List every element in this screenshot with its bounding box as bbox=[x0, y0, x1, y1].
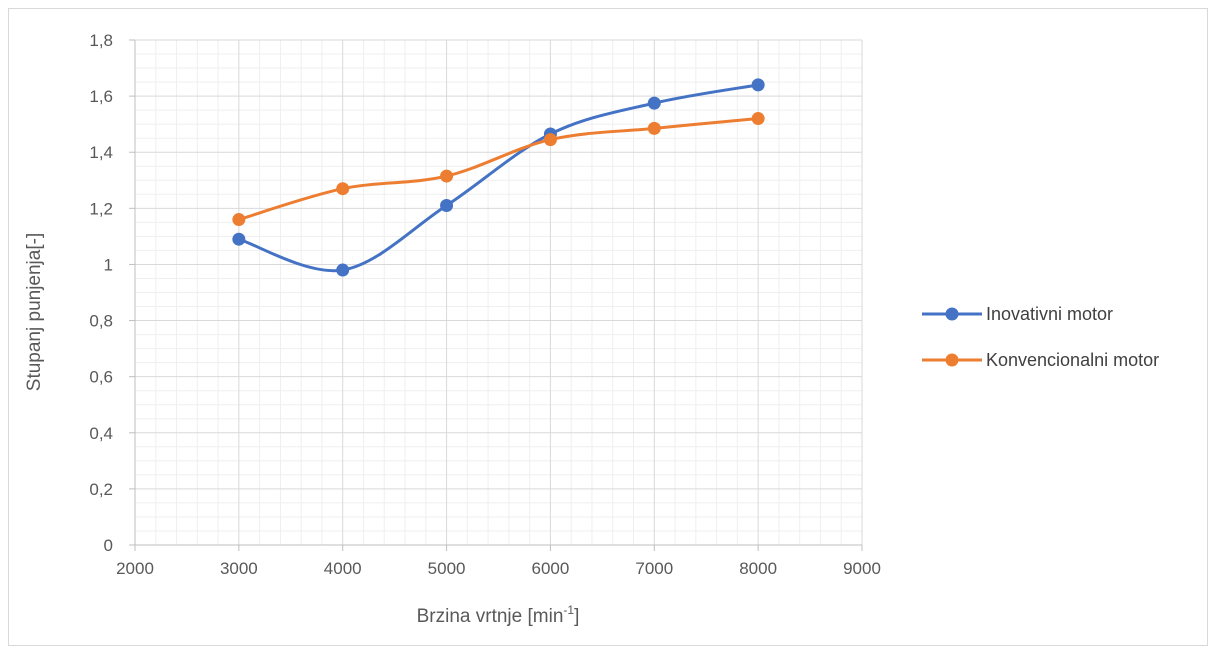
x-tick-label: 7000 bbox=[635, 559, 673, 578]
x-axis-title-end: ] bbox=[574, 606, 579, 627]
series-points bbox=[232, 78, 765, 277]
series-line-inovativni-motor bbox=[237, 83, 760, 273]
y-tick-label: 1,6 bbox=[89, 87, 113, 106]
y-tick-label: 1 bbox=[104, 255, 113, 274]
data-point-konvencionalni-motor bbox=[440, 169, 454, 183]
minor-grid bbox=[135, 40, 862, 545]
data-point-konvencionalni-motor bbox=[647, 121, 661, 135]
x-axis-title-sup: -1 bbox=[563, 603, 574, 617]
data-point-inovativni-motor bbox=[751, 78, 765, 92]
data-point-konvencionalni-motor bbox=[543, 133, 557, 147]
legend: Inovativni motor Konvencionalni motor bbox=[922, 304, 1159, 370]
y-tick-label: 0,2 bbox=[89, 480, 113, 499]
legend-swatch-marker-inovativni-motor bbox=[945, 307, 959, 321]
x-axis-title-main: Brzina vrtnje [min bbox=[417, 606, 564, 627]
data-point-konvencionalni-motor bbox=[751, 112, 765, 126]
x-tick-label: 3000 bbox=[220, 559, 258, 578]
y-tick-label: 0 bbox=[104, 536, 113, 555]
y-tick-label: 0,4 bbox=[89, 424, 113, 443]
x-tick-labels: 2000 3000 4000 5000 6000 7000 8000 9000 bbox=[116, 559, 881, 578]
series-lines bbox=[237, 83, 760, 273]
x-tick-label: 5000 bbox=[428, 559, 466, 578]
x-tick-label: 2000 bbox=[116, 559, 154, 578]
y-tick-labels: 0 0,2 0,4 0,6 0,8 1 1,2 1,4 1,6 1,8 bbox=[89, 31, 113, 555]
y-tick-label: 0,8 bbox=[89, 312, 113, 331]
data-point-inovativni-motor bbox=[232, 232, 246, 246]
x-axis-title: Brzina vrtnje [min-1] bbox=[417, 603, 580, 627]
y-tick-label: 1,8 bbox=[89, 31, 113, 50]
series-line-konvencionalni-motor bbox=[237, 117, 760, 222]
legend-swatch-marker-konvencionalni-motor bbox=[945, 353, 959, 367]
data-point-inovativni-motor bbox=[440, 199, 454, 213]
chart-frame bbox=[8, 8, 1208, 646]
data-point-konvencionalni-motor bbox=[232, 213, 246, 227]
y-axis-title: Stupanj punjenja[-] bbox=[24, 233, 45, 391]
x-tick-label: 9000 bbox=[843, 559, 881, 578]
y-tick-label: 1,4 bbox=[89, 143, 113, 162]
y-tick-label: 1,2 bbox=[89, 199, 113, 218]
legend-label-konvencionalni-motor: Konvencionalni motor bbox=[986, 350, 1159, 370]
data-point-inovativni-motor bbox=[647, 96, 661, 110]
data-point-inovativni-motor bbox=[336, 263, 350, 277]
x-tick-label: 8000 bbox=[739, 559, 777, 578]
y-tick-label: 0,6 bbox=[89, 368, 113, 387]
legend-label-inovativni-motor: Inovativni motor bbox=[986, 304, 1113, 324]
axes bbox=[129, 39, 863, 551]
x-tick-label: 6000 bbox=[532, 559, 570, 578]
data-point-konvencionalni-motor bbox=[336, 182, 350, 196]
x-tick-label: 4000 bbox=[324, 559, 362, 578]
